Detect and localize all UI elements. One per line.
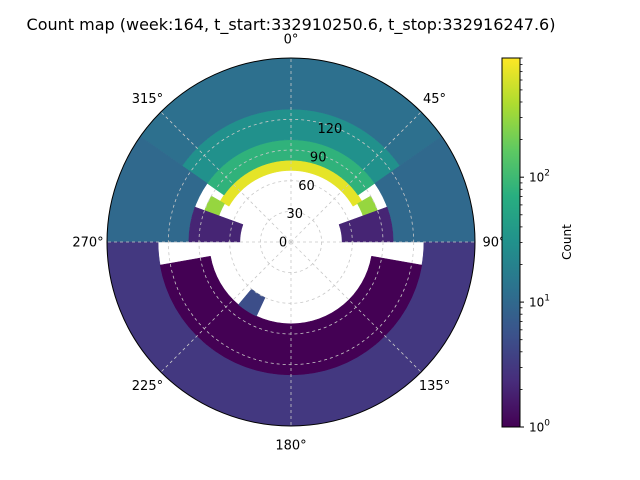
theta-tick-labels: 0° 45° 90° 135° 180° 225° 270° 315° [72,33,505,454]
heatmap-cell [159,255,423,376]
polar-grid [107,58,475,426]
angular-gridline [290,111,422,243]
colorbar: 100 101 102 Count [501,57,574,435]
theta-tick-label: 90° [482,236,505,251]
radial-tick-label: 0 [279,236,287,251]
radial-tick-labels: 0 30 60 90 120 [279,122,342,250]
radial-tick-label: 120 [318,122,343,137]
theta-tick-label: 135° [419,379,450,394]
heatmap-cell [188,206,244,243]
radial-tick-label: 90 [310,151,327,166]
angular-gridline [160,111,292,243]
radial-tick-label: 60 [298,179,315,194]
theta-tick-label: 270° [72,236,103,251]
polar-axes: 0° 45° 90° 135° 180° 225° 270° 315° 0 30 60 90 120 [72,33,505,454]
polar-frame [106,57,476,427]
angular-gridline [160,241,292,373]
colorbar-ticks: 100 101 102 [520,57,550,435]
theta-tick-label: 0° [284,33,299,48]
colorbar-tick-label: 102 [529,169,550,185]
chart-title: Count map (week:164, t_start:332910250.6… [27,15,556,35]
colorbar-gradient [501,57,521,428]
colorbar-tick-label: 101 [529,294,550,310]
theta-tick-label: 315° [132,92,163,107]
colorbar-tick-label: 100 [529,419,550,435]
radial-tick-label: 30 [286,207,303,222]
theta-tick-label: 180° [275,439,306,454]
theta-tick-label: 45° [423,92,446,107]
heatmap-cell [338,206,394,243]
colorbar-label: Count [560,224,574,260]
theta-tick-label: 225° [132,379,163,394]
angular-gridline [290,241,422,373]
